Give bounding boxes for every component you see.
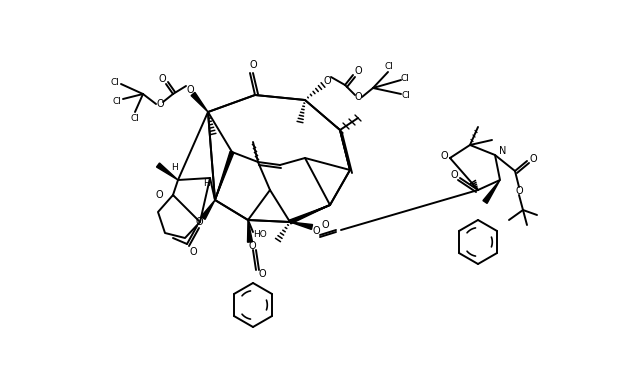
Polygon shape xyxy=(289,205,330,224)
Text: O: O xyxy=(321,220,329,230)
Text: Cl: Cl xyxy=(385,62,394,71)
Text: H: H xyxy=(204,178,211,187)
Text: HO: HO xyxy=(253,229,266,238)
Text: O: O xyxy=(249,60,257,70)
Text: O: O xyxy=(158,74,166,84)
Text: O: O xyxy=(155,190,163,200)
Text: O: O xyxy=(440,151,448,161)
Text: Cl: Cl xyxy=(401,74,410,82)
Polygon shape xyxy=(247,220,252,242)
Text: O: O xyxy=(195,217,203,227)
Text: H: H xyxy=(172,163,178,172)
Text: Cl: Cl xyxy=(130,114,139,123)
Polygon shape xyxy=(290,222,312,229)
Text: O: O xyxy=(312,226,320,236)
Text: O: O xyxy=(354,92,362,102)
Text: Cl: Cl xyxy=(401,91,410,100)
Text: O: O xyxy=(156,99,164,109)
Text: O: O xyxy=(450,170,458,180)
Polygon shape xyxy=(483,180,500,203)
Text: O: O xyxy=(186,85,194,95)
Polygon shape xyxy=(215,151,234,200)
Text: N: N xyxy=(499,146,507,156)
Text: Cl: Cl xyxy=(111,78,120,87)
Polygon shape xyxy=(201,200,215,220)
Polygon shape xyxy=(191,93,208,112)
Text: O: O xyxy=(189,247,197,257)
Text: O: O xyxy=(354,66,362,76)
Text: O: O xyxy=(258,269,266,279)
Text: O: O xyxy=(529,154,537,164)
Text: Cl: Cl xyxy=(113,96,121,105)
Polygon shape xyxy=(156,163,178,180)
Text: O: O xyxy=(515,186,523,196)
Text: O: O xyxy=(323,76,331,86)
Text: O: O xyxy=(248,241,256,251)
